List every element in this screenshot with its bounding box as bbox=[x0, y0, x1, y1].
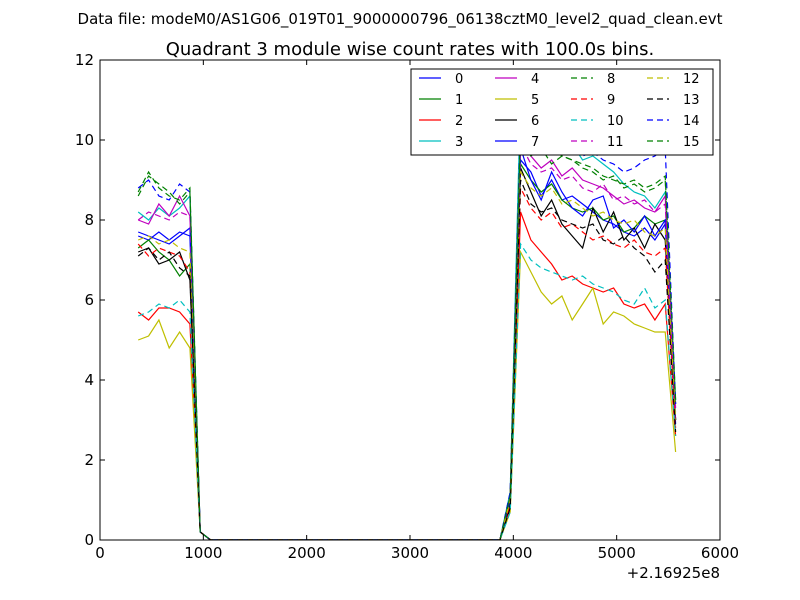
y-tick-label: 4 bbox=[84, 371, 94, 389]
x-tick-label: 1000 bbox=[184, 544, 222, 562]
series-layer bbox=[137, 91, 677, 540]
legend-label-1: 1 bbox=[455, 93, 463, 108]
legend-label-3: 3 bbox=[455, 135, 463, 150]
y-tick-label: 8 bbox=[84, 211, 94, 229]
legend-label-9: 9 bbox=[607, 93, 615, 108]
y-tick-label: 12 bbox=[75, 51, 94, 69]
x-tick-label: 6000 bbox=[701, 544, 739, 562]
legend-label-13: 13 bbox=[683, 93, 700, 108]
legend-label-4: 4 bbox=[531, 72, 539, 87]
x-tick-label: 0 bbox=[95, 544, 105, 562]
series-line-2 bbox=[137, 211, 677, 540]
legend-label-15: 15 bbox=[683, 135, 700, 150]
series-line-1 bbox=[137, 162, 677, 540]
series-line-13 bbox=[137, 179, 677, 540]
x-tick-label: 2000 bbox=[288, 544, 326, 562]
legend-label-10: 10 bbox=[607, 114, 624, 129]
series-line-12 bbox=[137, 170, 677, 540]
x-offset-label: +2.16925e8 bbox=[627, 564, 720, 582]
x-tick-label: 3000 bbox=[391, 544, 429, 562]
legend-label-2: 2 bbox=[455, 114, 463, 129]
series-line-15 bbox=[137, 123, 677, 540]
legend-label-6: 6 bbox=[531, 114, 539, 129]
chart-title: Quadrant 3 module wise count rates with … bbox=[166, 39, 655, 60]
y-tick-label: 6 bbox=[84, 291, 94, 309]
suptitle: Data file: modeM0/AS1G06_019T01_90000007… bbox=[78, 10, 723, 29]
series-line-5 bbox=[137, 249, 677, 540]
series-line-4 bbox=[137, 131, 677, 540]
legend-label-12: 12 bbox=[683, 72, 700, 87]
series-line-8 bbox=[137, 135, 677, 540]
series-line-7 bbox=[137, 147, 677, 540]
y-tick-label: 10 bbox=[75, 131, 94, 149]
legend-label-14: 14 bbox=[683, 114, 700, 129]
series-line-11 bbox=[137, 143, 677, 540]
series-line-10 bbox=[137, 242, 677, 540]
legend-label-5: 5 bbox=[531, 93, 539, 108]
legend-label-8: 8 bbox=[607, 72, 615, 87]
series-line-9 bbox=[137, 185, 677, 540]
legend-label-0: 0 bbox=[455, 72, 463, 87]
legend-label-7: 7 bbox=[531, 135, 539, 150]
y-tick-label: 2 bbox=[84, 451, 94, 469]
x-tick-label: 4000 bbox=[494, 544, 532, 562]
y-tick-label: 0 bbox=[84, 531, 94, 549]
x-tick-label: 5000 bbox=[598, 544, 636, 562]
legend-label-11: 11 bbox=[607, 135, 624, 150]
